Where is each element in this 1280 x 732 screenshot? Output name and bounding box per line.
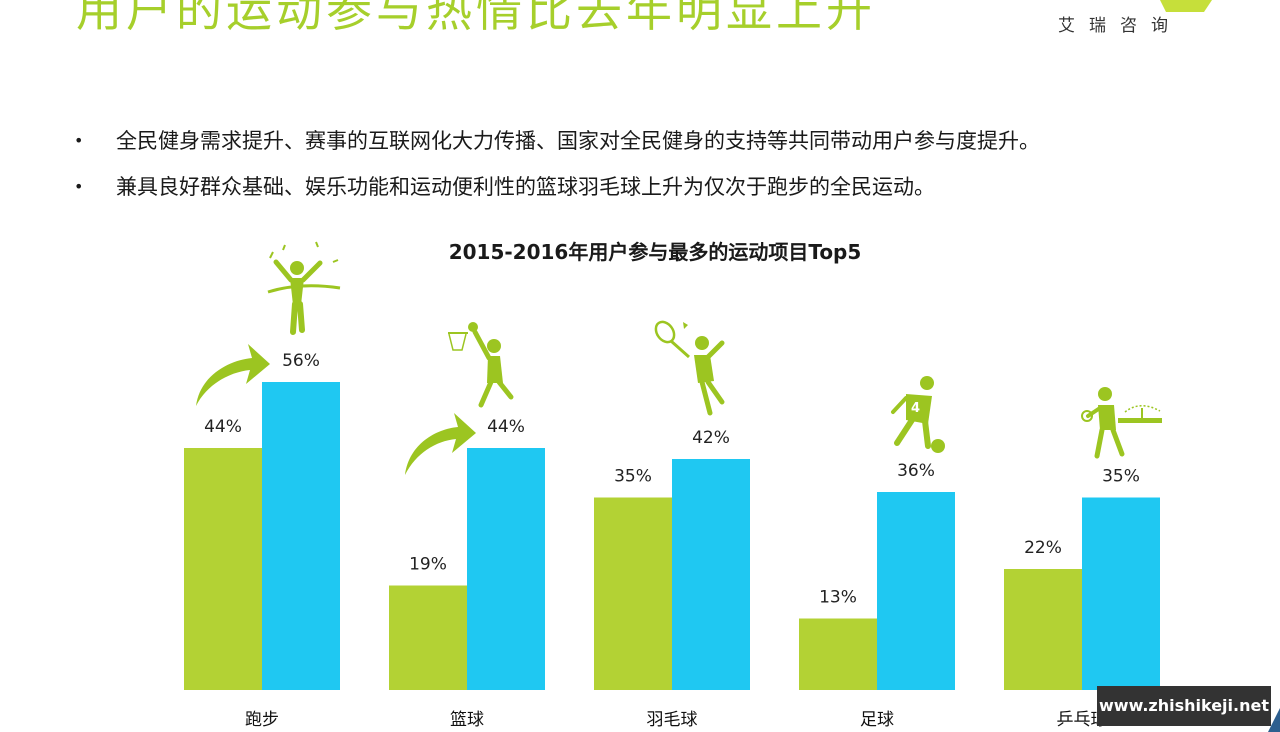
value-label-2015: 22% bbox=[1024, 538, 1062, 558]
basketball-player-icon bbox=[448, 322, 514, 408]
bar-2016 bbox=[262, 382, 340, 690]
up-arrow-icon bbox=[196, 344, 270, 406]
value-label-2016: 36% bbox=[897, 461, 935, 481]
bullet-dot-icon: • bbox=[74, 177, 84, 196]
bar-2016 bbox=[877, 492, 955, 690]
category-label: 跑步 bbox=[245, 710, 279, 730]
bar-2016 bbox=[467, 448, 545, 690]
bar-2015 bbox=[1004, 569, 1082, 690]
corner-decoration bbox=[1268, 708, 1280, 732]
brand-name: 艾瑞咨询 bbox=[1058, 16, 1182, 36]
bar-2015 bbox=[594, 497, 672, 690]
category-label: 乒乓球 bbox=[1057, 710, 1108, 730]
category-label: 足球 bbox=[860, 710, 894, 730]
bullet-dot-icon: • bbox=[74, 131, 84, 150]
bullet-text: 兼具良好群众基础、娱乐功能和运动便利性的篮球羽毛球上升为仅次于跑步的全民运动。 bbox=[116, 175, 935, 199]
brand-logo-mark bbox=[1160, 0, 1212, 12]
value-label-2015: 35% bbox=[614, 467, 652, 487]
page-headline: 用户的运动参与热情比去年明显上升 bbox=[76, 0, 876, 37]
table-tennis-player-icon bbox=[1081, 387, 1162, 459]
bullet-item: • 全民健身需求提升、赛事的互联网化大力传播、国家对全民健身的支持等共同带动用户参… bbox=[72, 118, 1040, 164]
svg-text:4: 4 bbox=[911, 401, 920, 416]
value-label-2016: 56% bbox=[282, 351, 320, 371]
up-arrow-icon bbox=[405, 413, 476, 475]
bullet-text: 全民健身需求提升、赛事的互联网化大力传播、国家对全民健身的支持等共同带动用户参与… bbox=[116, 129, 1040, 153]
category-label: 篮球 bbox=[450, 710, 484, 730]
bullet-item: • 兼具良好群众基础、娱乐功能和运动便利性的篮球羽毛球上升为仅次于跑步的全民运动。 bbox=[72, 164, 1040, 210]
value-label-2015: 13% bbox=[819, 588, 857, 608]
bar-2015 bbox=[799, 618, 877, 690]
value-label-2016: 35% bbox=[1102, 467, 1140, 487]
badminton-player-icon bbox=[654, 320, 725, 416]
value-label-2015: 44% bbox=[204, 417, 242, 437]
value-label-2016: 44% bbox=[487, 417, 525, 437]
category-label: 羽毛球 bbox=[647, 710, 698, 730]
bar-2016 bbox=[1082, 497, 1160, 690]
value-label-2015: 19% bbox=[409, 555, 447, 575]
value-label-2016: 42% bbox=[692, 428, 730, 448]
watermark: www.zhishikeji.net bbox=[1097, 686, 1271, 726]
bar-2015 bbox=[184, 448, 262, 690]
bullet-list: • 全民健身需求提升、赛事的互联网化大力传播、国家对全民健身的支持等共同带动用户参… bbox=[72, 118, 1040, 210]
chart-title: 2015-2016年用户参与最多的运动项目Top5 bbox=[448, 240, 862, 264]
runner-icon bbox=[267, 241, 341, 335]
soccer-player-icon: 4 bbox=[891, 376, 945, 453]
bar-2015 bbox=[389, 585, 467, 690]
bar-2016 bbox=[672, 459, 750, 690]
